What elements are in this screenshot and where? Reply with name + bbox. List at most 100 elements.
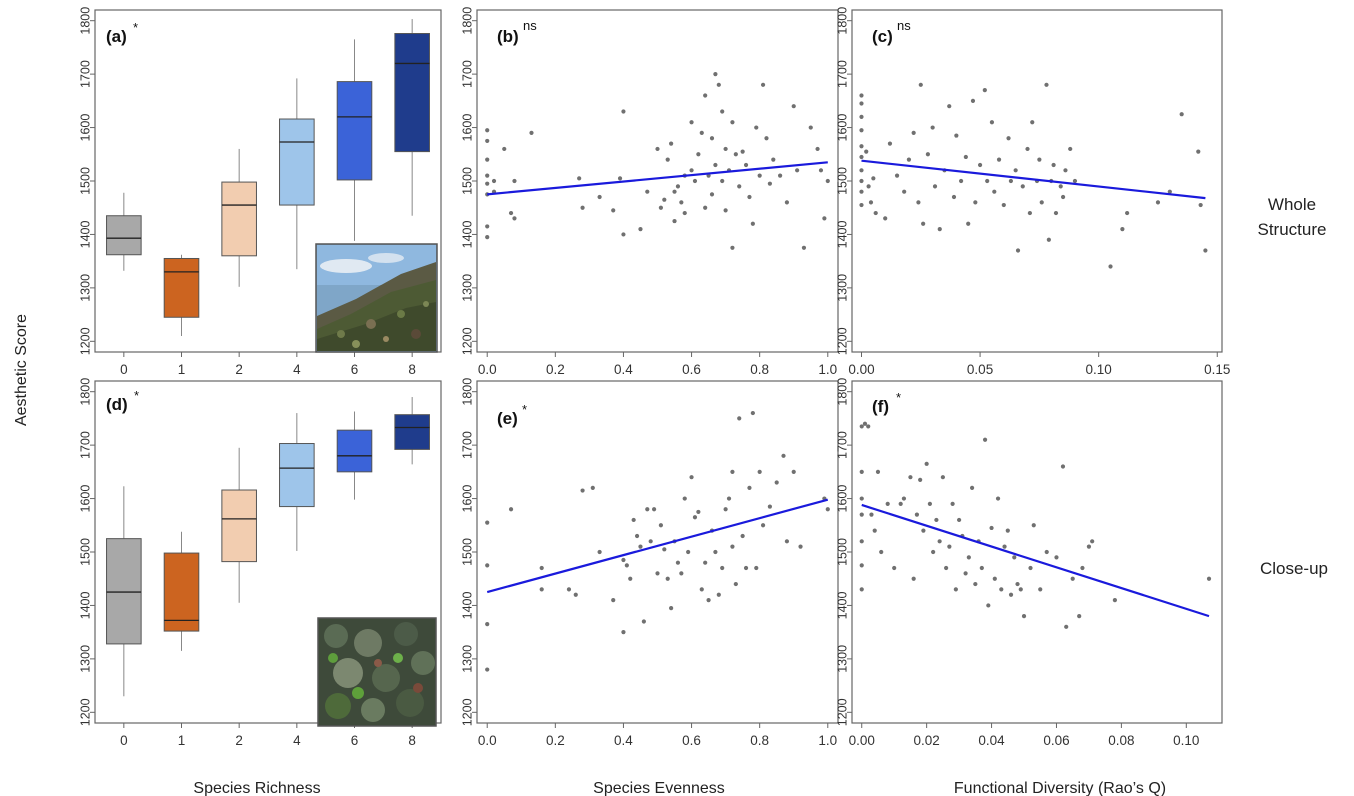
- y-tick-label: 1500: [460, 167, 474, 195]
- data-point: [737, 416, 742, 421]
- y-tick-label: 1600: [835, 114, 849, 142]
- data-point: [781, 453, 786, 458]
- data-point: [1008, 592, 1014, 597]
- data-point: [1198, 202, 1203, 208]
- data-point: [730, 544, 735, 549]
- data-point: [898, 501, 903, 507]
- data-point: [621, 109, 626, 114]
- data-point: [1037, 157, 1042, 162]
- y-tick-label: 1400: [78, 591, 92, 619]
- data-point: [818, 168, 824, 173]
- data-point: [703, 205, 708, 210]
- data-point: [1027, 210, 1032, 216]
- data-point: [1203, 248, 1208, 253]
- data-point: [621, 557, 626, 563]
- panel-label-e: (e) *: [497, 402, 527, 428]
- x-tick-label: 2: [235, 733, 243, 748]
- x-axis-label-functional: Functional Diversity (Rao’s Q): [954, 780, 1166, 796]
- svg-text:(b): (b): [497, 27, 519, 46]
- data-point: [966, 221, 971, 226]
- data-point: [973, 200, 978, 205]
- data-point: [709, 192, 715, 197]
- data-point: [871, 176, 876, 181]
- data-point: [703, 560, 708, 565]
- data-point: [989, 525, 994, 531]
- data-point: [859, 128, 864, 133]
- data-point: [1108, 264, 1113, 269]
- data-point: [989, 120, 995, 125]
- y-tick-label: 1400: [835, 591, 849, 619]
- data-point: [868, 200, 874, 205]
- box-6: [336, 81, 373, 181]
- data-point: [577, 176, 582, 181]
- data-point: [950, 501, 955, 507]
- data-point: [1008, 178, 1014, 184]
- inset-photo-whole-structure: [315, 243, 438, 353]
- data-point: [996, 157, 1002, 162]
- data-point: [611, 597, 616, 603]
- data-point: [1196, 149, 1201, 154]
- data-point: [927, 501, 932, 507]
- data-point: [628, 576, 633, 581]
- data-point: [1112, 597, 1117, 603]
- data-point: [1028, 565, 1033, 571]
- y-tick-label: 1800: [835, 378, 849, 406]
- data-point: [982, 437, 988, 442]
- data-point: [916, 200, 921, 205]
- data-point: [672, 189, 677, 194]
- box-8: [394, 33, 430, 153]
- data-point: [985, 178, 990, 184]
- data-point: [723, 208, 728, 213]
- y-tick-label: 1700: [835, 431, 849, 459]
- data-point: [692, 178, 698, 184]
- data-point: [720, 565, 725, 571]
- box-0: [106, 215, 142, 256]
- data-point: [784, 539, 790, 544]
- x-tick-label: 0.05: [967, 362, 993, 377]
- row-label-whole-line1: Whole: [1268, 195, 1316, 214]
- x-tick-label: 8: [408, 362, 416, 377]
- plot-frame: [851, 380, 1223, 724]
- data-point: [1070, 576, 1075, 581]
- data-point: [995, 496, 1001, 501]
- data-point: [624, 563, 629, 568]
- data-point: [502, 146, 507, 152]
- data-point: [529, 130, 534, 136]
- data-point: [1077, 614, 1082, 619]
- data-point: [1021, 614, 1027, 619]
- data-point: [689, 120, 694, 125]
- data-point: [914, 512, 920, 517]
- regression-line: [861, 503, 1210, 618]
- data-point: [875, 469, 881, 474]
- data-point: [1018, 587, 1023, 592]
- y-tick-label: 1400: [835, 220, 849, 248]
- data-point: [932, 184, 938, 189]
- data-point: [1167, 189, 1172, 194]
- data-point: [651, 507, 657, 512]
- y-tick-label: 1300: [78, 274, 92, 302]
- data-point: [791, 104, 796, 109]
- data-point: [1038, 587, 1043, 592]
- data-point: [918, 82, 923, 87]
- data-point: [859, 114, 864, 119]
- data-point: [485, 181, 490, 186]
- x-tick-label: 0.10: [1173, 733, 1199, 748]
- svg-text:*: *: [133, 20, 138, 35]
- data-point: [692, 515, 698, 520]
- data-point: [485, 224, 490, 229]
- x-tick-label: 0.02: [914, 733, 940, 748]
- data-point: [1206, 576, 1212, 581]
- data-point: [1080, 565, 1085, 571]
- data-point: [973, 581, 978, 587]
- plot-frame: [476, 9, 839, 353]
- svg-text:(f): (f): [872, 397, 889, 416]
- data-point: [937, 226, 942, 232]
- data-point: [485, 235, 490, 240]
- y-tick-label: 1800: [460, 378, 474, 406]
- data-point: [597, 549, 602, 555]
- data-point: [931, 549, 936, 555]
- data-point: [662, 197, 667, 202]
- data-point: [665, 576, 670, 581]
- regression-line: [486, 498, 829, 594]
- data-point: [764, 136, 769, 141]
